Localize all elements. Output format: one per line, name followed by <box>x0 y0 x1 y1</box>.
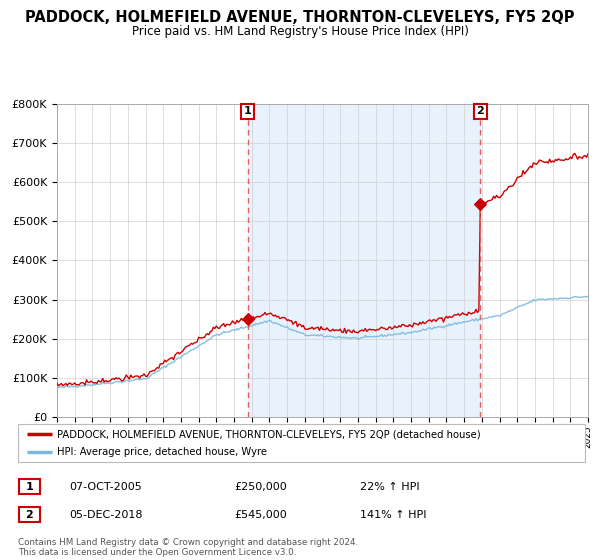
Bar <box>248 104 481 417</box>
Text: Contains HM Land Registry data © Crown copyright and database right 2024.
This d: Contains HM Land Registry data © Crown c… <box>18 538 358 557</box>
Text: 22% ↑ HPI: 22% ↑ HPI <box>360 482 419 492</box>
Text: £250,000: £250,000 <box>234 482 287 492</box>
Point <box>243 315 253 324</box>
Text: 1: 1 <box>244 106 251 116</box>
Point <box>476 199 485 208</box>
Text: 2: 2 <box>26 510 33 520</box>
Text: 2: 2 <box>476 106 484 116</box>
Text: £545,000: £545,000 <box>234 510 287 520</box>
Text: PADDOCK, HOLMEFIELD AVENUE, THORNTON-CLEVELEYS, FY5 2QP (detached house): PADDOCK, HOLMEFIELD AVENUE, THORNTON-CLE… <box>56 429 480 439</box>
Text: 141% ↑ HPI: 141% ↑ HPI <box>360 510 427 520</box>
Text: Price paid vs. HM Land Registry's House Price Index (HPI): Price paid vs. HM Land Registry's House … <box>131 25 469 38</box>
Text: 1: 1 <box>26 482 33 492</box>
Text: 05-DEC-2018: 05-DEC-2018 <box>69 510 143 520</box>
Text: 07-OCT-2005: 07-OCT-2005 <box>69 482 142 492</box>
Text: HPI: Average price, detached house, Wyre: HPI: Average price, detached house, Wyre <box>56 447 266 457</box>
Text: PADDOCK, HOLMEFIELD AVENUE, THORNTON-CLEVELEYS, FY5 2QP: PADDOCK, HOLMEFIELD AVENUE, THORNTON-CLE… <box>25 10 575 25</box>
